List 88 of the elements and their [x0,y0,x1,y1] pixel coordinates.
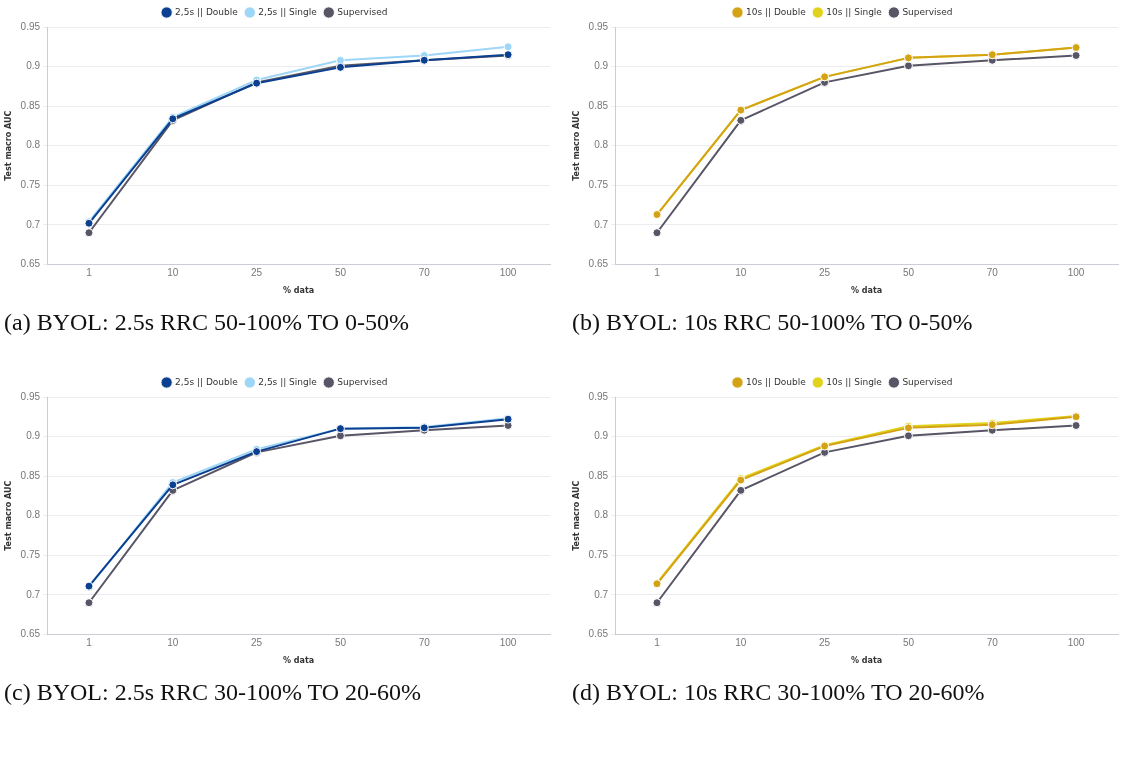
y-tick-label: 0.9 [594,60,609,72]
legend-label: 10s || Single [826,376,883,387]
point [652,228,662,238]
text: (a) BYOL: 2.5s RRC 50-100% TO 0-50% [3,308,411,337]
x-tick-label: 70 [418,637,431,649]
y-tick-label: 0.95 [20,20,41,32]
y-tick-label: 0.8 [594,509,609,521]
legend-label: Supervised [337,376,388,387]
x-tick-label: 10 [167,267,179,279]
point [335,431,345,441]
x-tick-label: 50 [334,267,347,279]
x-tick-label: 25 [819,637,831,649]
x-tick-label: 25 [251,637,263,649]
point [736,115,746,125]
x-tick-label: 50 [902,637,915,649]
y-tick-label: 0.75 [20,179,41,191]
point [903,61,913,71]
y-axis-title: Test macro AUC [571,110,581,181]
point [84,598,94,608]
y-tick-label: 0.7 [26,218,41,230]
legend-label: Supervised [902,376,953,387]
y-tick-label: 0.85 [588,99,609,111]
y-tick-label: 0.7 [594,588,609,600]
point [1071,420,1081,430]
x-tick-label: 10 [735,267,747,279]
x-tick-label: 1 [86,637,93,649]
y-tick-label: 0.9 [594,430,609,442]
y-tick-label: 0.7 [26,588,41,600]
y-axis-title: Test macro AUC [571,480,581,551]
legend-label: 2,5s || Double [175,6,239,17]
legend-label: 2,5s || Single [258,376,318,387]
y-tick-label: 0.85 [588,469,609,481]
text: (b) BYOL: 10s RRC 50-100% TO 0-50% [571,308,974,337]
y-tick-label: 0.8 [26,509,41,521]
legend-label: 10s || Single [826,6,883,17]
x-tick-label: 1 [654,637,661,649]
y-tick-label: 0.85 [20,99,41,111]
y-tick-label: 0.65 [20,258,41,270]
x-tick-label: 70 [418,267,431,279]
y-tick-label: 0.65 [588,628,609,640]
x-tick-label: 100 [1067,267,1085,279]
x-tick-label: 10 [167,637,179,649]
x-tick-label: 50 [334,637,347,649]
y-axis-title: Test macro AUC [3,480,13,551]
legend-label: Supervised [337,6,388,17]
x-axis-title: % data [850,286,883,296]
y-tick-label: 0.95 [588,20,609,32]
point [652,598,662,608]
x-tick-label: 100 [499,267,517,279]
y-tick-label: 0.65 [20,628,41,640]
x-tick-label: 10 [735,637,747,649]
x-tick-label: 70 [986,637,999,649]
y-tick-label: 0.75 [20,549,41,561]
y-tick-label: 0.9 [26,60,41,72]
y-tick-label: 0.95 [20,390,41,402]
y-tick-label: 0.75 [588,549,609,561]
y-tick-label: 0.8 [26,139,41,151]
y-tick-label: 0.85 [20,469,41,481]
y-tick-label: 0.75 [588,179,609,191]
y-axis-title: Test macro AUC [3,110,13,181]
x-tick-label: 25 [251,267,263,279]
x-axis-title: % data [282,286,315,296]
point [736,485,746,495]
y-tick-label: 0.95 [588,390,609,402]
x-tick-label: 100 [499,637,517,649]
legend-label: 10s || Double [745,6,807,17]
x-tick-label: 70 [986,267,999,279]
x-axis-title: % data [282,656,315,666]
point [503,42,513,52]
text: (d) BYOL: 10s RRC 30-100% TO 20-60% [571,678,986,707]
x-tick-label: 50 [902,267,915,279]
x-tick-label: 1 [86,267,93,279]
point [335,55,345,65]
y-tick-label: 0.8 [594,139,609,151]
x-axis-title: % data [850,656,883,666]
x-tick-label: 1 [654,267,661,279]
legend-label: 2,5s || Single [258,6,318,17]
point [84,228,94,238]
y-tick-label: 0.7 [594,218,609,230]
point [903,431,913,441]
y-tick-label: 0.65 [588,258,609,270]
x-tick-label: 25 [819,267,831,279]
legend-label: 2,5s || Double [175,376,239,387]
legend-label: Supervised [902,6,953,17]
legend-label: 10s || Double [745,376,807,387]
x-tick-label: 100 [1067,637,1085,649]
y-tick-label: 0.9 [26,430,41,442]
text: (c) BYOL: 2.5s RRC 30-100% TO 20-60% [3,678,423,707]
